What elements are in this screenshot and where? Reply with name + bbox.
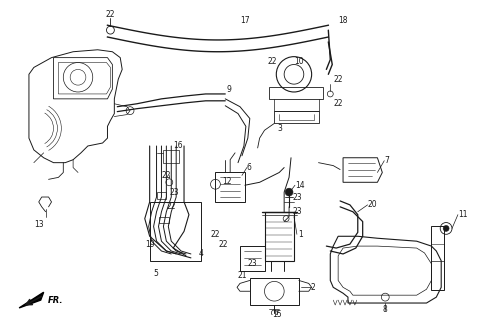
Polygon shape [19, 292, 43, 308]
Text: 23: 23 [293, 193, 303, 202]
Text: 6: 6 [247, 163, 252, 172]
Text: 20: 20 [368, 200, 377, 209]
Text: 23: 23 [169, 188, 179, 196]
Text: 22: 22 [166, 202, 176, 211]
Text: 11: 11 [458, 210, 467, 219]
Text: 5: 5 [153, 269, 159, 278]
Text: 4: 4 [199, 250, 204, 259]
Text: 13: 13 [34, 220, 43, 229]
Text: 22: 22 [218, 240, 228, 249]
Text: 7: 7 [384, 156, 389, 165]
Text: 1: 1 [298, 230, 303, 239]
Text: 22: 22 [106, 10, 115, 19]
Text: 2: 2 [311, 283, 315, 292]
Text: 15: 15 [272, 310, 282, 319]
Text: 16: 16 [173, 141, 183, 150]
Text: 3: 3 [277, 124, 282, 133]
Text: 18: 18 [338, 16, 348, 25]
Text: 8: 8 [383, 305, 388, 314]
Text: 21: 21 [237, 271, 247, 280]
Text: 22: 22 [162, 171, 171, 180]
Text: 17: 17 [240, 16, 250, 25]
Circle shape [285, 188, 293, 196]
Text: 14: 14 [295, 181, 304, 190]
Text: 22: 22 [268, 57, 277, 66]
Text: 9: 9 [226, 84, 231, 93]
Text: 23: 23 [293, 207, 303, 216]
Text: 22: 22 [333, 75, 343, 84]
Text: 23: 23 [248, 259, 258, 268]
Text: 22: 22 [210, 230, 220, 239]
Circle shape [443, 226, 449, 231]
Text: FR.: FR. [48, 296, 63, 305]
Text: 19: 19 [145, 240, 154, 249]
Text: 12: 12 [222, 177, 232, 186]
Text: 10: 10 [294, 57, 304, 66]
Text: 22: 22 [333, 99, 343, 108]
